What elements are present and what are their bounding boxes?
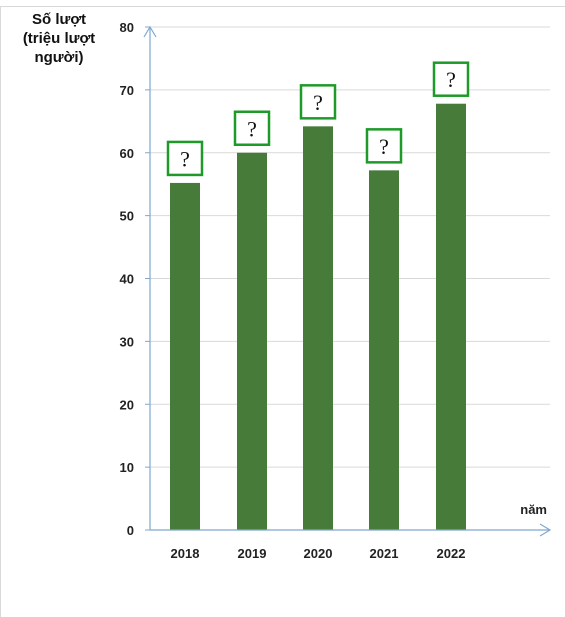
data-label-box (365, 128, 403, 164)
bar-2022 (436, 103, 466, 531)
data-label: ? (247, 116, 257, 141)
y-axis-label: Số lượt (triệu lượt người) (4, 10, 114, 67)
y-tick-label: 30 (120, 334, 134, 349)
data-label-box (166, 140, 204, 177)
data-label: ? (446, 67, 456, 92)
data-label: ? (180, 146, 190, 171)
y-tick-label: 10 (120, 460, 134, 475)
bar-2021 (369, 170, 399, 531)
frame-left-border (0, 6, 1, 617)
data-label: ? (313, 90, 323, 115)
data-label: ? (379, 134, 389, 159)
y-axis-label-line-2: (triệu lượt (22, 30, 96, 47)
y-tick-label: 0 (127, 523, 134, 538)
y-axis-label-line-3: người) (34, 49, 84, 66)
y-axis-arrow (143, 25, 157, 38)
y-tick-label: 50 (120, 209, 134, 224)
y-axis-label-line-1: Số lượt (31, 11, 87, 28)
bars (170, 103, 466, 531)
y-tick-label: 60 (120, 146, 134, 161)
x-tick-label: 2018 (171, 546, 200, 561)
x-axis-label: năm (520, 502, 547, 517)
y-tick-label: 80 (120, 20, 134, 35)
y-tick-label: 20 (120, 397, 134, 412)
bar-2018 (170, 182, 200, 530)
x-tick-labels: 2018 2019 2020 2021 2022 (171, 546, 466, 561)
y-tick-label: 40 (120, 272, 134, 287)
data-labels: ????? (166, 61, 470, 177)
y-tick-labels: 0 10 20 30 40 50 60 70 80 (120, 20, 134, 538)
bar-2020 (303, 126, 333, 530)
data-label-box (233, 110, 271, 146)
x-tick-label: 2019 (238, 546, 267, 561)
x-tick-label: 2020 (304, 546, 333, 561)
x-tick-label: 2021 (370, 546, 399, 561)
axes (143, 25, 552, 537)
grid-lines (145, 26, 550, 531)
bar-2019 (237, 152, 267, 530)
frame-top-border (0, 6, 565, 7)
x-axis-arrow (539, 523, 552, 537)
y-tick-label: 70 (120, 83, 134, 98)
data-label-box (299, 84, 337, 120)
x-tick-label: 2022 (437, 546, 466, 561)
data-label-box (432, 61, 470, 97)
